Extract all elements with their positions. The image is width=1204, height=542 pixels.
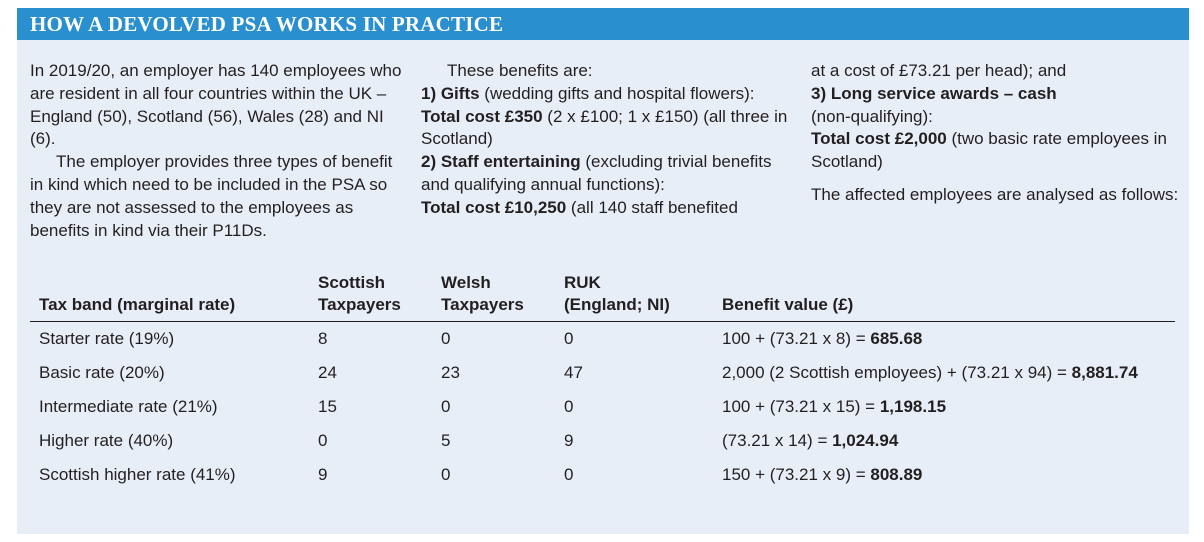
cell-band: Scottish higher rate (41%)	[39, 465, 236, 484]
gifts-paragraph: 1) Gifts (wedding gifts and hospital flo…	[421, 83, 796, 106]
benefits-intro: These benefits are:	[447, 61, 593, 80]
long-service-cost: Total cost £2,000	[811, 129, 947, 149]
cell-benefit-value: 100 + (73.21 x 8) = 685.68	[713, 322, 1175, 357]
staff-cost-detail: (all 140 staff benefited	[566, 197, 738, 217]
benefit-result: 685.68	[870, 329, 923, 348]
cell-ruk: 0	[564, 465, 574, 484]
cell-welsh: 0	[441, 329, 451, 348]
cell-scottish: 24	[318, 363, 337, 382]
cell-ruk: 47	[564, 363, 583, 382]
long-service-cost-paragraph: Total cost £2,000 (two basic rate employ…	[811, 128, 1186, 174]
gifts-cost: Total cost £350	[421, 106, 543, 126]
cell-welsh: 23	[441, 363, 460, 382]
cell-ruk: 9	[564, 431, 574, 450]
cell-scottish: 0	[318, 431, 328, 450]
title-banner: HOW A DEVOLVED PSA WORKS IN PRACTICE	[17, 8, 1189, 40]
text-column-3: at a cost of £73.21 per head); and 3) Lo…	[811, 60, 1186, 207]
table-row: Starter rate (19%) 8 0 0 100 + (73.21 x …	[30, 322, 1175, 357]
cell-benefit-value: 100 + (73.21 x 15) = 1,198.15	[713, 390, 1175, 424]
cell-ruk: 0	[564, 329, 574, 348]
table-header-row: Tax band (marginal rate) Scottish Taxpaye…	[30, 272, 1175, 322]
staff-cost: Total cost £10,250	[421, 197, 567, 217]
header-ruk: RUK (England; NI)	[555, 272, 713, 322]
benefit-result: 8,881.74	[1071, 363, 1138, 382]
gifts-cost-detail: (2 x £100; 1 x £150) (all three in Scotl…	[421, 106, 788, 149]
long-service-heading: 3) Long service awards – cash	[811, 83, 1057, 103]
tax-band-table: Tax band (marginal rate) Scottish Taxpaye…	[30, 272, 1175, 492]
cell-ruk: 0	[564, 397, 574, 416]
staff-paragraph: 2) Staff entertaining (excluding trivial…	[421, 151, 796, 197]
cell-scottish: 15	[318, 397, 337, 416]
cell-scottish: 9	[318, 465, 328, 484]
intro-paragraph: In 2019/20, an employer has 140 employee…	[30, 61, 402, 149]
staff-heading: 2) Staff entertaining	[421, 152, 581, 172]
benefit-formula: 2,000 (2 Scottish employees) + (73.21 x …	[722, 363, 1072, 382]
benefit-result: 808.89	[870, 465, 923, 484]
table-row: Scottish higher rate (41%) 9 0 0 150 + (…	[30, 458, 1175, 492]
long-service-cost-detail: (two basic rate employees in Scotland)	[811, 129, 1167, 172]
long-service-heading-line: 3) Long service awards – cash	[811, 83, 1186, 106]
spacer	[811, 174, 1186, 184]
text-column-2: These benefits are: 1) Gifts (wedding gi…	[421, 60, 796, 220]
gifts-cost-paragraph: Total cost £350 (2 x £100; 1 x £150) (al…	[421, 106, 796, 152]
benefit-formula: 100 + (73.21 x 15) =	[722, 397, 880, 416]
header-scottish: Scottish Taxpayers	[309, 272, 432, 322]
cell-benefit-value: (73.21 x 14) = 1,024.94	[713, 424, 1175, 458]
benefit-result: 1,024.94	[832, 431, 899, 450]
cell-welsh: 0	[441, 397, 451, 416]
benefit-formula: 100 + (73.21 x 8) =	[722, 329, 871, 348]
text-column-1: In 2019/20, an employer has 140 employee…	[30, 60, 405, 242]
cell-band: Intermediate rate (21%)	[39, 397, 218, 416]
cell-band: Higher rate (40%)	[39, 431, 174, 450]
table-row: Higher rate (40%) 0 5 9 (73.21 x 14) = 1…	[30, 424, 1175, 458]
table-row: Intermediate rate (21%) 15 0 0 100 + (73…	[30, 390, 1175, 424]
gifts-description: (wedding gifts and hospital flowers):	[479, 83, 755, 103]
staff-cost-continued: at a cost of £73.21 per head); and	[811, 61, 1067, 80]
benefit-formula: 150 + (73.21 x 9) =	[722, 465, 871, 484]
benefits-paragraph: The employer provides three types of ben…	[30, 152, 393, 240]
table-row: Basic rate (20%) 24 23 47 2,000 (2 Scott…	[30, 356, 1175, 390]
header-ruk-line1: RUK	[564, 273, 601, 292]
benefit-formula: (73.21 x 14) =	[722, 431, 833, 450]
header-tax-band: Tax band (marginal rate)	[30, 272, 309, 322]
long-service-description: (non-qualifying):	[811, 106, 933, 126]
cell-benefit-value: 2,000 (2 Scottish employees) + (73.21 x …	[713, 356, 1175, 390]
header-welsh-line2: Taxpayers	[441, 295, 524, 314]
benefit-result: 1,198.15	[879, 397, 947, 416]
staff-cost-paragraph: Total cost £10,250 (all 140 staff benefi…	[421, 197, 796, 220]
page-title: HOW A DEVOLVED PSA WORKS IN PRACTICE	[30, 12, 504, 36]
header-ruk-line2: (England; NI)	[564, 295, 670, 314]
staff-description: (excluding trivial benefits and qualifyi…	[421, 152, 772, 194]
gifts-heading: 1) Gifts	[421, 83, 480, 103]
article-box	[17, 8, 1189, 534]
cell-band: Basic rate (20%)	[39, 363, 165, 382]
cell-benefit-value: 150 + (73.21 x 9) = 808.89	[713, 458, 1175, 492]
header-scottish-line2: Taxpayers	[318, 295, 401, 314]
cell-band: Starter rate (19%)	[39, 329, 175, 348]
cell-welsh: 0	[441, 465, 451, 484]
header-scottish-line1: Scottish	[318, 273, 386, 292]
header-benefit-value: Benefit value (£)	[713, 272, 1175, 322]
header-welsh: Welsh Taxpayers	[432, 272, 555, 322]
cell-welsh: 5	[441, 431, 451, 450]
header-welsh-line1: Welsh	[441, 273, 491, 292]
analysis-intro: The affected employees are analysed as f…	[811, 184, 1179, 204]
cell-scottish: 8	[318, 329, 328, 348]
